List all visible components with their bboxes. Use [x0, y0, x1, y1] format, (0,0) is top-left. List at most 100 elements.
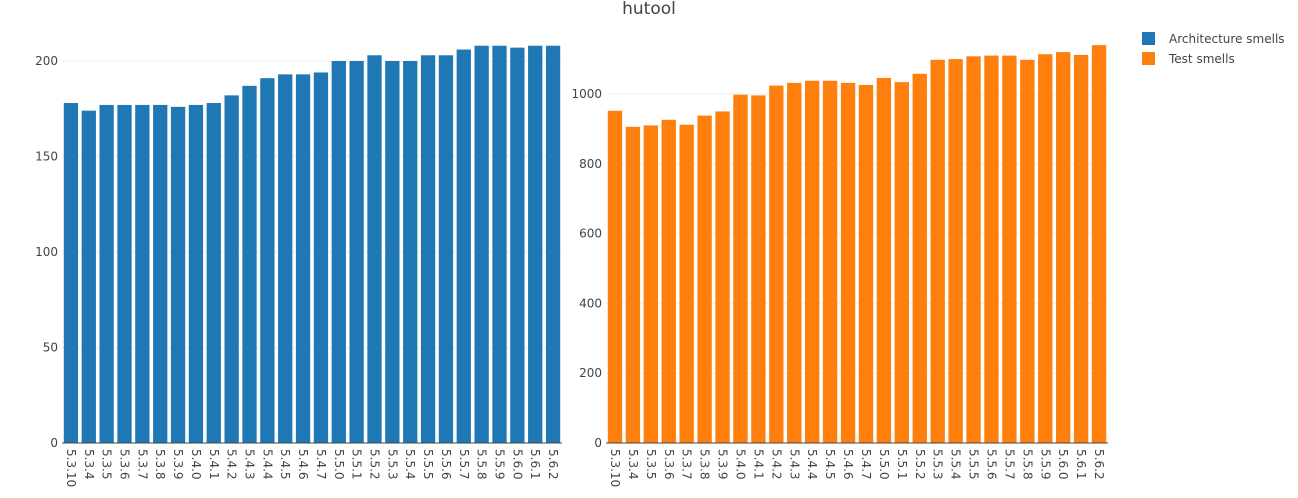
- x-tick-label: 5.5.1: [350, 449, 364, 480]
- bar-5.6.2[interactable]: [545, 45, 561, 443]
- legend-label-architecture-smells[interactable]: Architecture smells: [1169, 32, 1285, 46]
- bar-5.4.6[interactable]: [840, 82, 856, 443]
- bar-5.5.4[interactable]: [403, 61, 418, 443]
- x-tick-label: 5.4.3: [243, 449, 257, 480]
- bar-5.3.8[interactable]: [697, 115, 712, 443]
- y-tick-label: 200: [579, 366, 602, 380]
- legend-label-test-smells[interactable]: Test smells: [1168, 52, 1235, 66]
- bar-5.4.2[interactable]: [769, 85, 784, 444]
- bar-5.5.3[interactable]: [930, 59, 945, 443]
- bar-5.5.2[interactable]: [912, 73, 927, 444]
- x-tick-label: 5.3.6: [118, 449, 132, 480]
- x-tick-label: 5.5.1: [895, 449, 909, 480]
- bar-5.4.0[interactable]: [733, 94, 748, 443]
- x-tick-label: 5.4.7: [859, 449, 873, 480]
- bar-5.4.1[interactable]: [206, 103, 221, 444]
- bar-5.3.6[interactable]: [661, 119, 676, 444]
- y-tick-label: 400: [579, 296, 602, 310]
- bar-5.3.9[interactable]: [715, 111, 730, 443]
- x-tick-label: 5.3.10: [608, 449, 622, 487]
- bar-5.4.5[interactable]: [278, 74, 293, 444]
- x-tick-label: 5.5.7: [1002, 449, 1016, 480]
- bar-5.5.9[interactable]: [1038, 54, 1053, 444]
- x-tick-label: 5.6.1: [528, 449, 542, 480]
- bar-5.6.0[interactable]: [510, 47, 525, 443]
- bar-5.3.10[interactable]: [63, 103, 79, 444]
- bar-5.4.2[interactable]: [224, 95, 239, 443]
- bar-5.3.5[interactable]: [99, 104, 114, 444]
- x-tick-label: 5.5.2: [368, 449, 382, 480]
- x-tick-label: 5.3.4: [82, 449, 96, 480]
- bar-5.4.0[interactable]: [188, 104, 204, 444]
- bar-5.4.3[interactable]: [787, 82, 802, 443]
- bar-5.3.5[interactable]: [643, 125, 658, 443]
- x-tick-label: 5.3.5: [100, 449, 114, 480]
- legend[interactable]: Architecture smells Test smells: [1142, 32, 1285, 66]
- bar-5.4.7[interactable]: [858, 84, 874, 444]
- legend-swatch-test-smells[interactable]: [1142, 52, 1155, 65]
- bar-5.3.10[interactable]: [607, 110, 623, 443]
- bar-5.4.6[interactable]: [295, 74, 311, 444]
- bar-5.5.4[interactable]: [948, 59, 963, 443]
- bar-5.5.2[interactable]: [367, 55, 382, 444]
- bar-5.6.1[interactable]: [528, 45, 543, 443]
- x-tick-label: 5.3.7: [135, 449, 149, 480]
- bar-5.5.8[interactable]: [474, 45, 489, 443]
- bar-5.5.3[interactable]: [385, 61, 400, 443]
- bar-5.4.3[interactable]: [242, 85, 257, 443]
- x-tick-label: 5.3.6: [662, 449, 676, 480]
- x-tick-label: 5.3.4: [626, 449, 640, 480]
- bar-5.6.2[interactable]: [1091, 45, 1107, 443]
- bar-5.5.1[interactable]: [894, 82, 909, 443]
- x-tick-label: 5.4.3: [787, 449, 801, 480]
- bar-5.5.0[interactable]: [876, 77, 892, 444]
- x-tick-label: 5.4.0: [733, 449, 747, 480]
- legend-swatch-architecture-smells[interactable]: [1142, 32, 1155, 45]
- x-tick-label: 5.6.2: [546, 449, 560, 480]
- bar-5.5.9[interactable]: [492, 45, 507, 443]
- bar-5.4.7[interactable]: [313, 72, 329, 444]
- left-bar-panel: 0 50 100 150 200 5.3.10 5.3.4 5.3.5 5.3.6 5.3.7 5.…: [35, 45, 562, 487]
- x-tick-label: 5.5.0: [332, 449, 346, 480]
- bar-5.5.0[interactable]: [331, 61, 346, 443]
- bar-5.5.1[interactable]: [349, 61, 364, 443]
- x-tick-label: 5.4.6: [296, 449, 310, 480]
- x-tick-label: 5.4.0: [189, 449, 203, 480]
- x-tick-label: 5.5.6: [439, 449, 453, 480]
- x-tick-label: 5.3.5: [644, 449, 658, 480]
- x-tick-label: 5.5.4: [403, 449, 417, 480]
- bar-5.6.1[interactable]: [1073, 54, 1089, 444]
- x-tick-label: 5.6.1: [1074, 449, 1088, 480]
- bar-5.6.0[interactable]: [1056, 52, 1071, 444]
- x-tick-label: 5.4.1: [207, 449, 221, 480]
- bar-5.4.1[interactable]: [751, 95, 766, 444]
- bar-5.5.8[interactable]: [1020, 59, 1035, 443]
- y-tick-label: 1000: [571, 87, 602, 101]
- bar-5.3.7[interactable]: [679, 124, 694, 443]
- bar-5.3.8[interactable]: [153, 104, 168, 444]
- x-tick-label: 5.5.0: [877, 449, 891, 480]
- x-tick-label: 5.4.4: [260, 449, 274, 480]
- bar-5.5.6[interactable]: [984, 55, 999, 444]
- x-tick-label: 5.5.6: [984, 449, 998, 480]
- x-tick-label: 5.4.7: [314, 449, 328, 480]
- bar-5.3.7[interactable]: [135, 104, 150, 444]
- bar-5.3.6[interactable]: [117, 104, 132, 444]
- bar-5.3.4[interactable]: [81, 110, 96, 443]
- bar-5.3.4[interactable]: [625, 126, 641, 443]
- bar-5.5.5[interactable]: [966, 56, 981, 444]
- bar-5.5.5[interactable]: [420, 55, 436, 444]
- bar-5.3.9[interactable]: [170, 106, 186, 443]
- x-tick-label: 5.4.1: [751, 449, 765, 480]
- x-tick-label: 5.5.8: [1020, 449, 1034, 480]
- bar-5.5.6[interactable]: [438, 55, 454, 444]
- bar-5.4.4[interactable]: [260, 78, 275, 443]
- bar-5.5.7[interactable]: [1002, 55, 1017, 444]
- bar-5.4.4[interactable]: [805, 80, 820, 443]
- x-tick-label: 5.5.9: [493, 449, 507, 480]
- bar-5.5.7[interactable]: [456, 49, 471, 443]
- bar-5.4.5[interactable]: [822, 80, 838, 443]
- x-tick-label: 5.5.3: [931, 449, 945, 480]
- y-tick-label: 200: [35, 54, 58, 68]
- right-bar-panel: 0 200 400 600 800 1000 5.3.10 5.3.4 5.3.5 5.3.6 5.…: [571, 45, 1108, 487]
